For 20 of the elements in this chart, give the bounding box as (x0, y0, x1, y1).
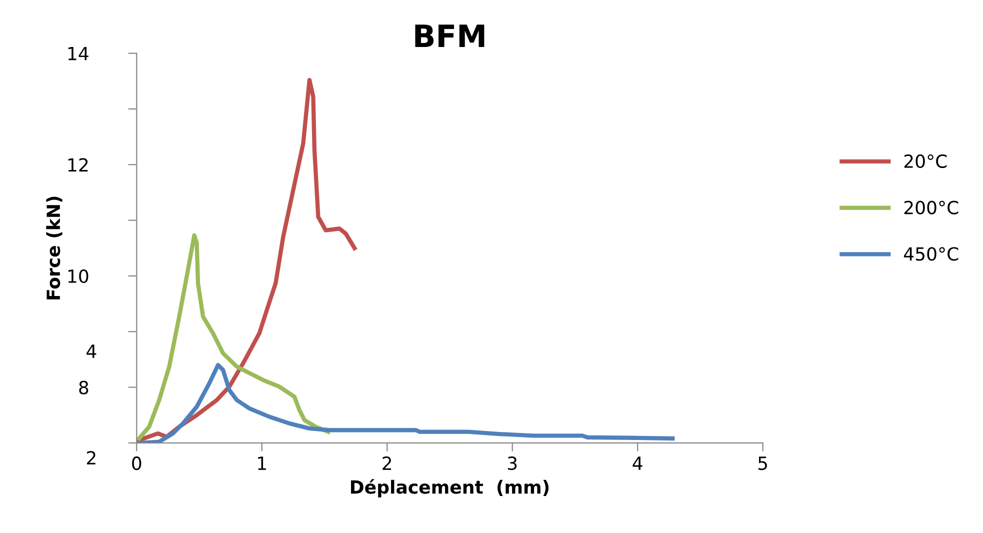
y-tick-label: 8 (79, 380, 88, 394)
x-axis-title: Déplacement (mm) (351, 479, 549, 498)
text: 4 (86, 344, 96, 358)
line-series (137, 78, 357, 442)
x-tick-label: 0 (132, 456, 142, 470)
y-axis-title: Force (kN) (46, 196, 62, 300)
y-tick-label: 14 (68, 46, 88, 60)
x-tick-label: 4 (632, 456, 642, 470)
line-series (137, 233, 330, 441)
legend-label: 20°C (904, 154, 947, 168)
x-tick-label: 2 (382, 456, 392, 470)
legend-label: 200°C (904, 200, 958, 214)
legend-label: 450°C (904, 247, 958, 261)
x-tick-label: 1 (258, 456, 266, 470)
x-tick-label: 5 (758, 456, 767, 470)
y-tick-label: 12 (68, 158, 88, 172)
line-series (137, 362, 675, 443)
x-tick-label: 3 (508, 456, 517, 470)
y-tick-label: 10 (68, 269, 88, 284)
chart-title: BFM (415, 24, 484, 47)
